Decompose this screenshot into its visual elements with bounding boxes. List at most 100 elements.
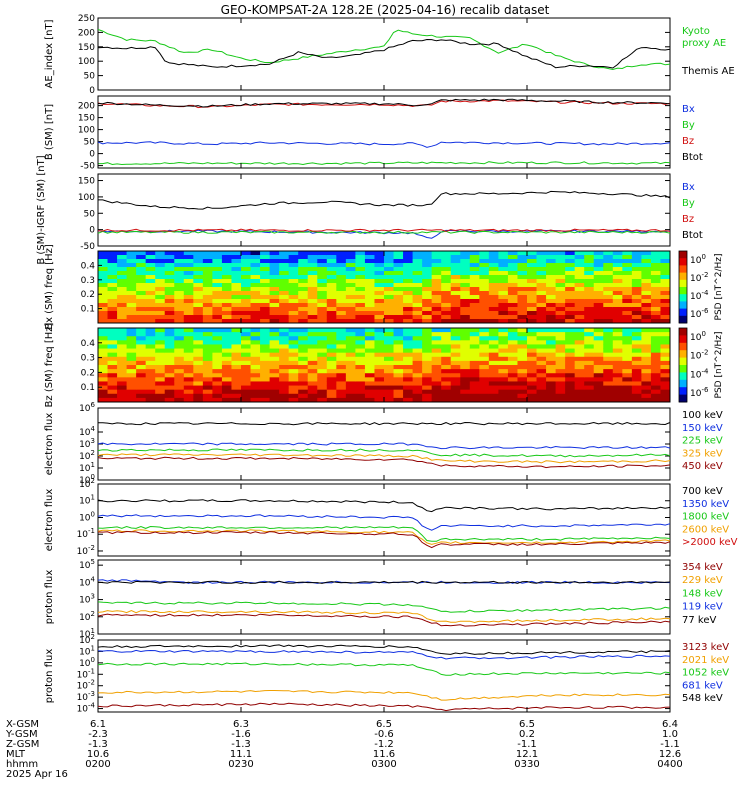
spectrogram-cell	[555, 283, 566, 288]
spectrogram-cell	[650, 291, 661, 296]
spectrogram-cell	[126, 279, 137, 284]
spectrogram-cell	[612, 271, 623, 276]
spectrogram-cell	[412, 397, 423, 403]
series-line	[97, 529, 671, 545]
spectrogram-cell	[441, 385, 452, 391]
spectrogram-cell	[507, 271, 518, 276]
spectrogram-cell	[364, 397, 375, 403]
spectrogram-cell	[450, 319, 461, 324]
spectrogram-cell	[612, 307, 623, 312]
spectrogram-cell	[288, 336, 299, 341]
spectrogram-cell	[441, 348, 452, 354]
spectrogram-cell	[98, 259, 109, 264]
spectrogram-cell	[345, 307, 356, 312]
spectrogram-cell	[384, 381, 395, 387]
legend-entry: Bx	[682, 104, 695, 115]
spectrogram-cell	[498, 365, 509, 370]
spectrogram-cell	[622, 319, 633, 324]
spectrogram-cell	[298, 283, 309, 288]
spectrogram-cell	[212, 267, 223, 272]
spectrogram-cell	[460, 336, 471, 341]
spectrogram-cell	[174, 319, 185, 324]
spectrogram-cell	[269, 365, 280, 370]
spectrogram-cell	[507, 397, 518, 403]
spectrogram-cell	[107, 255, 118, 260]
spectrogram-cell	[221, 397, 232, 403]
spectrogram-cell	[279, 352, 290, 358]
spectrogram-cell	[107, 295, 118, 300]
spectrogram-cell	[517, 271, 528, 276]
colorbar-segment	[679, 315, 687, 324]
spectrogram-cell	[260, 348, 271, 354]
spectrogram-cell	[364, 377, 375, 382]
spectrogram-cell	[527, 373, 538, 378]
spectrogram-cell	[612, 259, 623, 264]
spectrogram-cell	[574, 319, 585, 324]
spectrogram-cell	[98, 377, 109, 382]
spectrogram-cell	[364, 381, 375, 387]
spectrogram-cell	[422, 259, 433, 264]
colorbar-segment	[679, 357, 687, 366]
spectrogram-cell	[345, 259, 356, 264]
spectrogram-cell	[212, 389, 223, 395]
spectrogram-cell	[183, 340, 194, 345]
spectrogram-cell	[555, 385, 566, 391]
spectrogram-cell	[412, 283, 423, 288]
spectrogram-cell	[441, 373, 452, 378]
spectrogram-cell	[288, 332, 299, 337]
spectrogram-cell	[250, 287, 261, 292]
spectrogram-cell	[460, 267, 471, 272]
spectrogram-cell	[612, 377, 623, 382]
spectrogram-cell	[202, 340, 213, 345]
spectrogram-cell	[422, 344, 433, 350]
spectrogram-cell	[98, 315, 109, 320]
spectrogram-cell	[212, 373, 223, 378]
spectrogram-cell	[355, 283, 366, 288]
spectrogram-cell	[126, 263, 137, 268]
spectrogram-cell	[202, 328, 213, 333]
series-line	[97, 662, 671, 676]
spectrogram-cell	[612, 373, 623, 378]
spectrogram-cell	[364, 287, 375, 292]
spectrogram-cell	[612, 295, 623, 300]
spectrogram-cell	[403, 319, 414, 324]
spectrogram-cell	[650, 385, 661, 391]
spectrogram-cell	[155, 340, 166, 345]
spectrogram-cell	[422, 295, 433, 300]
spectrogram-cell	[488, 255, 499, 260]
spectrogram-cell	[355, 319, 366, 324]
spectrogram-cell	[202, 259, 213, 264]
spectrogram-cell	[136, 291, 147, 296]
spectrogram-cell	[374, 356, 385, 362]
spectrogram-cell	[136, 377, 147, 382]
spectrogram-cell	[622, 373, 633, 378]
spectrogram-cell	[660, 303, 671, 308]
spectrogram-cell	[631, 377, 642, 382]
spectrogram-cell	[536, 287, 547, 292]
spectrogram-cell	[641, 275, 652, 280]
spectrogram-cell	[117, 263, 128, 268]
spectrogram-cell	[574, 275, 585, 280]
spectrogram-cell	[193, 377, 204, 382]
spectrogram-cell	[317, 393, 328, 399]
spectrogram-cell	[364, 336, 375, 341]
spectrogram-cell	[507, 295, 518, 300]
y-tick-label: 100	[78, 126, 95, 136]
spectrogram-cell	[527, 263, 538, 268]
spectrogram-cell	[431, 267, 442, 272]
spectrogram-cell	[250, 311, 261, 316]
spectrogram-cell	[307, 389, 318, 395]
spectrogram-cell	[574, 369, 585, 374]
spectrogram-cell	[164, 336, 175, 341]
spectrogram-cell	[393, 251, 404, 256]
spectrogram-cell	[650, 303, 661, 308]
spectrogram-cell	[479, 303, 490, 308]
spectrogram-cell	[212, 315, 223, 320]
spectrogram-cell	[221, 373, 232, 378]
spectrogram-cell	[298, 397, 309, 403]
spectrogram-cell	[517, 385, 528, 391]
legend-entry: 325 keV	[682, 448, 723, 459]
spectrogram-cell	[536, 369, 547, 374]
spectrogram-cell	[355, 397, 366, 403]
colorbar-segment	[679, 265, 687, 274]
